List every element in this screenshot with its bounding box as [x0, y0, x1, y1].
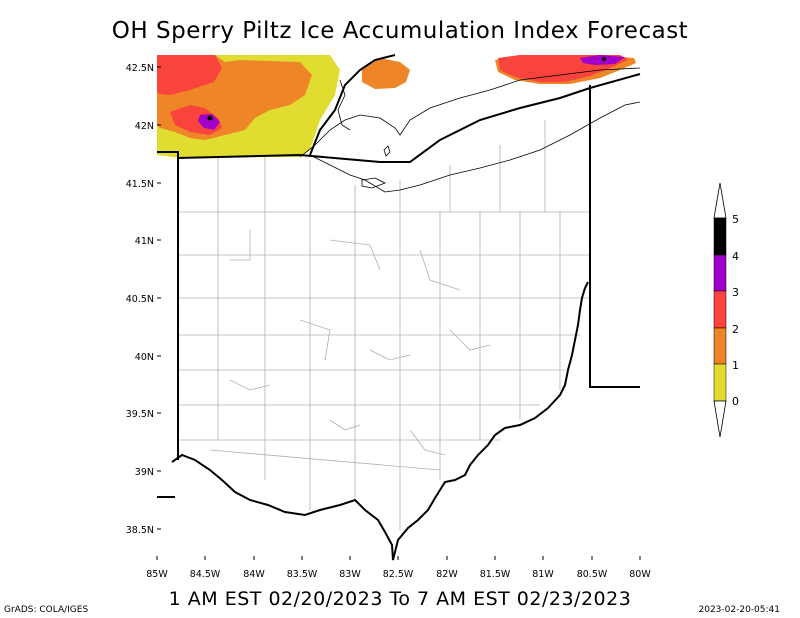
- colorbar-label: 2: [732, 323, 739, 336]
- colorbar-label: 4: [732, 250, 739, 263]
- colorbar-swatch-0: [713, 363, 727, 402]
- lon-label: 84.5W: [190, 569, 221, 580]
- lat-label: 40.5N: [126, 294, 154, 305]
- map-title: OH Sperry Piltz Ice Accumulation Index F…: [111, 18, 689, 44]
- lat-label: 39N: [135, 467, 154, 478]
- shading-level-5-nw: [207, 115, 213, 121]
- state-boundaries: [157, 54, 641, 561]
- colorbar-top-arrow: [713, 182, 727, 219]
- lon-label: 81.5W: [480, 569, 511, 580]
- lat-label: 41N: [135, 236, 154, 247]
- valid-time-range: 1 AM EST 02/20/2023 To 7 AM EST 02/23/20…: [168, 588, 632, 610]
- lon-label: 81W: [532, 569, 554, 580]
- colorbar-swatch-4: [713, 217, 727, 256]
- lat-label: 38.5N: [126, 525, 154, 536]
- lat-label: 39.5N: [126, 409, 154, 420]
- lat-label: 42.5N: [126, 63, 154, 74]
- lon-label: 83W: [339, 569, 361, 580]
- lon-label: 80W: [629, 569, 651, 580]
- colorbar-label: 1: [732, 359, 739, 372]
- lat-label: 41.5N: [126, 179, 154, 190]
- lon-label: 83.5W: [287, 569, 318, 580]
- lat-label: 42N: [135, 121, 154, 132]
- shading-level-4-nw: [198, 114, 220, 130]
- latitude-labels: 42.5N 42N 41.5N 41N 40.5N 40N 39.5N 39N …: [126, 63, 154, 536]
- lon-label: 82W: [436, 569, 458, 580]
- shading-level-2-lake: [362, 58, 410, 89]
- colorbar-label: 5: [732, 213, 739, 226]
- lon-label: 84W: [243, 569, 265, 580]
- colorbar-swatch-1: [713, 327, 727, 365]
- axis-ticks: [156, 66, 641, 560]
- colorbar-swatch-3: [713, 254, 727, 292]
- generated-timestamp: 2023-02-20-05:41: [698, 605, 781, 615]
- shading-level-3-nw: [157, 55, 222, 95]
- county-lines: [178, 100, 591, 530]
- lon-label: 85W: [146, 569, 168, 580]
- software-credit: GrADS: COLA/IGES: [4, 605, 89, 615]
- ice-accumulation-shading: [157, 55, 636, 158]
- longitude-labels: 85W 84.5W 84W 83.5W 83W 82.5W 82W 81.5W …: [146, 569, 651, 580]
- colorbar-label: 3: [732, 286, 739, 299]
- lon-label: 82.5W: [383, 569, 414, 580]
- shading-level-5-ne: [602, 57, 606, 61]
- colorbar-swatch-2: [713, 290, 727, 329]
- lon-label: 80.5W: [577, 569, 608, 580]
- lat-label: 40N: [135, 352, 154, 363]
- colorbar-label: 0: [732, 395, 739, 408]
- colorbar: 5 4 3 2 1 0: [713, 182, 739, 438]
- colorbar-bottom-arrow: [713, 400, 727, 438]
